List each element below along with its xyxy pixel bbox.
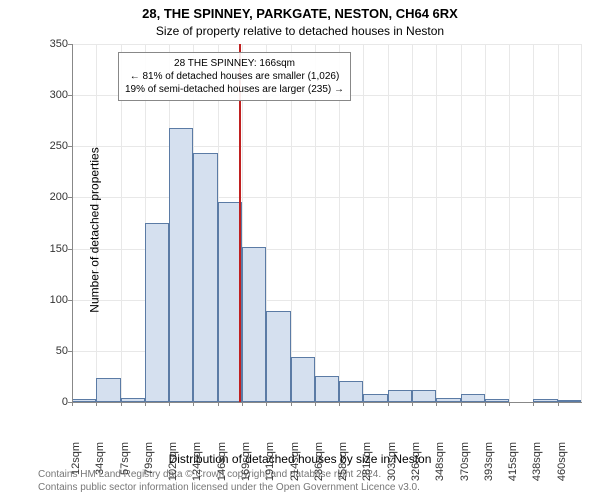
histogram-bar [388, 390, 412, 402]
chart-container: 28, THE SPINNEY, PARKGATE, NESTON, CH64 … [0, 0, 600, 500]
y-tick-mark [68, 249, 72, 250]
grid-line-v [436, 44, 437, 402]
histogram-bar [461, 394, 485, 402]
x-tick-label: 348sqm [434, 442, 446, 502]
x-tick-mark [339, 402, 340, 406]
x-tick-mark [509, 402, 510, 406]
x-tick-mark [291, 402, 292, 406]
y-tick-mark [68, 95, 72, 96]
grid-line-v [533, 44, 534, 402]
x-tick-label: 258sqm [337, 442, 349, 502]
y-tick-label: 300 [8, 89, 68, 101]
y-tick-label: 50 [8, 345, 68, 357]
x-tick-label: 214sqm [289, 442, 301, 502]
y-tick-mark [68, 197, 72, 198]
x-tick-label: 124sqm [191, 442, 203, 502]
x-tick-label: 102sqm [167, 442, 179, 502]
grid-line-v [412, 44, 413, 402]
x-tick-mark [363, 402, 364, 406]
chart-title-main: 28, THE SPINNEY, PARKGATE, NESTON, CH64 … [0, 6, 600, 21]
x-tick-label: 303sqm [386, 442, 398, 502]
y-tick-mark [68, 44, 72, 45]
x-tick-mark [436, 402, 437, 406]
x-tick-mark [169, 402, 170, 406]
histogram-bar [412, 390, 436, 402]
x-tick-mark [461, 402, 462, 406]
histogram-bar [266, 311, 290, 402]
x-tick-mark [121, 402, 122, 406]
x-tick-label: 79sqm [143, 442, 155, 502]
x-tick-label: 370sqm [459, 442, 471, 502]
x-tick-mark [218, 402, 219, 406]
y-tick-label: 350 [8, 38, 68, 50]
annotation-line1: 28 THE SPINNEY: 166sqm [125, 57, 344, 70]
histogram-bar [193, 153, 217, 402]
histogram-bar [145, 223, 169, 402]
y-tick-mark [68, 146, 72, 147]
y-tick-mark [68, 351, 72, 352]
y-tick-label: 150 [8, 243, 68, 255]
x-tick-label: 146sqm [216, 442, 228, 502]
x-tick-mark [96, 402, 97, 406]
histogram-bar [339, 381, 363, 402]
x-tick-label: 281sqm [361, 442, 373, 502]
grid-line-v [509, 44, 510, 402]
y-tick-mark [68, 300, 72, 301]
histogram-bar [363, 394, 387, 402]
histogram-bar [96, 378, 120, 402]
grid-line-h [72, 44, 582, 45]
x-tick-label: 12sqm [70, 442, 82, 502]
x-tick-mark [315, 402, 316, 406]
x-tick-label: 57sqm [119, 442, 131, 502]
grid-line-v [558, 44, 559, 402]
x-tick-label: 191sqm [264, 442, 276, 502]
x-tick-label: 460sqm [556, 442, 568, 502]
x-tick-mark [145, 402, 146, 406]
y-axis-line [72, 44, 73, 402]
grid-line-h [72, 197, 582, 198]
grid-line-v [461, 44, 462, 402]
x-tick-label: 34sqm [94, 442, 106, 502]
y-axis-label: Number of detached properties [88, 147, 102, 312]
histogram-bar [291, 357, 315, 402]
y-tick-label: 100 [8, 294, 68, 306]
x-tick-label: 236sqm [313, 442, 325, 502]
x-tick-mark [72, 402, 73, 406]
annotation-box: 28 THE SPINNEY: 166sqm ← 81% of detached… [118, 52, 351, 101]
grid-line-v [388, 44, 389, 402]
grid-line-v [581, 44, 582, 402]
x-tick-mark [388, 402, 389, 406]
histogram-bar [242, 247, 266, 402]
x-tick-mark [266, 402, 267, 406]
y-tick-label: 200 [8, 191, 68, 203]
x-tick-label: 169sqm [240, 442, 252, 502]
x-tick-mark [485, 402, 486, 406]
x-tick-mark [242, 402, 243, 406]
grid-line-v [485, 44, 486, 402]
x-tick-mark [558, 402, 559, 406]
x-tick-label: 438sqm [531, 442, 543, 502]
x-tick-label: 415sqm [507, 442, 519, 502]
x-tick-mark [193, 402, 194, 406]
grid-line-h [72, 146, 582, 147]
annotation-line3: 19% of semi-detached houses are larger (… [125, 83, 344, 96]
x-tick-label: 393sqm [483, 442, 495, 502]
x-axis-line [72, 402, 582, 403]
y-tick-label: 0 [8, 396, 68, 408]
y-tick-label: 250 [8, 140, 68, 152]
x-tick-label: 326sqm [410, 442, 422, 502]
x-tick-mark [533, 402, 534, 406]
chart-title-sub: Size of property relative to detached ho… [0, 24, 600, 38]
annotation-line2: ← 81% of detached houses are smaller (1,… [125, 70, 344, 83]
x-tick-mark [412, 402, 413, 406]
grid-line-v [363, 44, 364, 402]
histogram-bar [169, 128, 193, 402]
histogram-bar [315, 376, 339, 402]
